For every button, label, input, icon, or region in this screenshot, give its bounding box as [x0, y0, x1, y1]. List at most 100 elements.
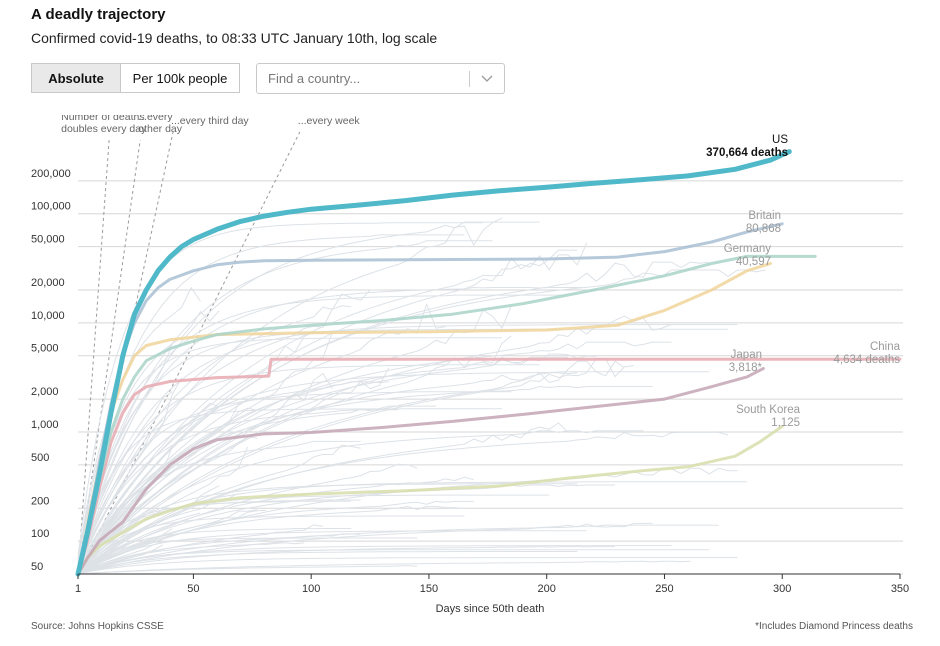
background-series-line	[77, 305, 352, 568]
chart-title: A deadly trajectory	[31, 6, 166, 23]
background-series-line	[77, 542, 305, 574]
series-line-china	[76, 357, 902, 576]
background-series-line	[77, 530, 587, 573]
background-series-line	[77, 500, 474, 573]
x-tick-label: 50	[187, 583, 199, 595]
x-tick-label: 200	[538, 583, 556, 595]
country-search-box[interactable]	[256, 63, 505, 94]
background-series-line	[77, 331, 324, 570]
background-series-line	[77, 397, 258, 571]
background-series-line	[77, 286, 201, 559]
background-series-line	[77, 358, 634, 573]
background-series-line	[77, 409, 399, 569]
x-tick-label: 150	[420, 583, 438, 595]
covid-deaths-chart: 200,000 100,000 50,000 20,000 10,000 5,000 2,0…	[31, 115, 909, 615]
background-series-line	[77, 234, 465, 560]
series-name-germany: Germany	[724, 243, 772, 255]
series-name-china: China	[870, 341, 901, 353]
background-country-lines	[77, 217, 766, 575]
background-series-line	[77, 221, 540, 566]
y-tick-label: 100	[31, 528, 49, 540]
background-series-line	[77, 364, 540, 566]
series-value-china: 4,634 deaths	[833, 354, 900, 366]
background-series-line	[77, 512, 201, 573]
background-series-line	[77, 302, 446, 571]
y-tick-label: 50	[31, 561, 43, 573]
background-series-line	[77, 430, 644, 572]
source-note: Source: Johns Hopkins CSSE	[31, 621, 164, 632]
background-series-line	[77, 360, 625, 572]
series-name-south-korea: South Korea	[736, 404, 801, 416]
series-line-germany	[76, 254, 817, 576]
x-axis: 1 50 100 150 200 250 300 350	[75, 573, 909, 595]
series-name-us: US	[772, 134, 788, 146]
search-separator	[469, 71, 470, 87]
y-tick-label: 5,000	[31, 343, 59, 355]
x-tick-label: 100	[302, 583, 320, 595]
background-series-line	[77, 431, 729, 573]
measure-toggle[interactable]: Absolute Per 100k people	[31, 63, 240, 93]
toggle-per-100k-button[interactable]: Per 100k people	[121, 64, 239, 92]
country-search-input[interactable]	[266, 70, 460, 87]
y-tick-label: 1,000	[31, 419, 59, 431]
background-series-line	[77, 269, 766, 571]
series-line-south-korea	[76, 424, 784, 576]
footnote: *Includes Diamond Princess deaths	[755, 621, 913, 632]
background-series-line	[77, 381, 389, 569]
background-series-line	[77, 286, 587, 566]
background-series-line	[77, 353, 597, 571]
series-line-us	[75, 149, 792, 577]
background-series-line	[77, 391, 173, 567]
y-tick-label: 20,000	[31, 277, 65, 289]
background-series-line	[77, 440, 361, 570]
doubling-guide-label: ...every	[138, 115, 173, 123]
y-tick-label: 200	[31, 495, 49, 507]
series-name-japan: Japan	[731, 349, 762, 361]
background-series-line	[77, 371, 710, 569]
background-series-line	[77, 560, 691, 575]
background-series-line	[77, 328, 729, 564]
series-value-britain: 80,868	[746, 223, 781, 235]
x-tick-label: 300	[773, 583, 791, 595]
chart-subtitle: Confirmed covid-19 deaths, to 08:33 UTC …	[31, 30, 438, 46]
y-tick-label: 2,000	[31, 386, 59, 398]
series-line-japan	[76, 367, 765, 576]
x-axis-label: Days since 50th death	[436, 603, 545, 615]
doubling-guide-label: other day	[138, 123, 183, 135]
x-tick-label: 350	[891, 583, 909, 595]
y-tick-label: 500	[31, 452, 49, 464]
y-tick-label: 100,000	[31, 201, 71, 213]
background-series-line	[77, 217, 503, 569]
background-series-line	[77, 294, 568, 564]
background-series-line	[77, 492, 239, 573]
background-series-line	[77, 367, 390, 572]
background-series-line	[77, 240, 493, 565]
doubling-guide-label: Number of deaths	[61, 115, 144, 123]
background-series-line	[77, 408, 502, 565]
background-series-line	[77, 337, 502, 561]
x-tick-label: 1	[75, 583, 81, 595]
chevron-down-icon[interactable]	[479, 71, 495, 87]
background-series-line	[77, 537, 418, 573]
series-value-japan: 3,818*	[729, 362, 763, 374]
background-series-line	[77, 509, 258, 574]
toggle-absolute-button[interactable]: Absolute	[32, 64, 121, 92]
doubling-guide-line	[77, 139, 141, 575]
background-series-line	[77, 524, 324, 574]
series-name-britain: Britain	[748, 210, 781, 222]
background-series-line	[77, 446, 173, 570]
background-series-line	[77, 405, 436, 570]
background-series-line	[77, 476, 474, 573]
doubling-guide-label: ...every week	[298, 115, 361, 127]
background-series-line	[77, 324, 738, 566]
doubling-guide-line	[77, 139, 110, 575]
y-axis-ticks: 200,000 100,000 50,000 20,000 10,000 5,000 2,0…	[31, 168, 71, 573]
x-tick-label: 250	[655, 583, 673, 595]
series-value-us: 370,664 deaths	[706, 147, 788, 159]
y-tick-label: 200,000	[31, 168, 71, 180]
background-series-line	[77, 528, 173, 574]
background-series-line	[77, 391, 512, 567]
background-series-line	[77, 549, 710, 574]
doubling-guide-line	[77, 131, 301, 575]
